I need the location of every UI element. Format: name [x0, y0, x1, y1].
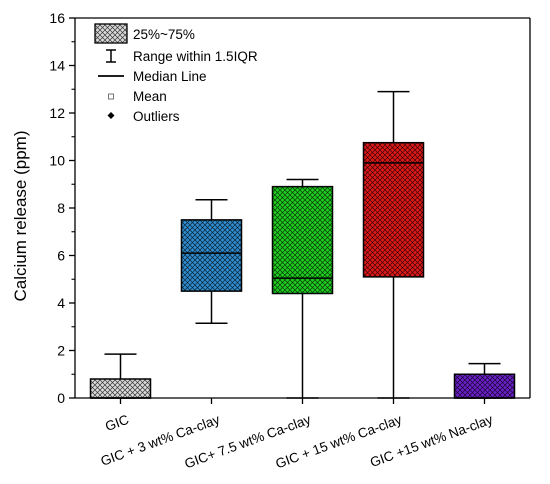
legend-label-outliers: Outliers	[133, 109, 180, 124]
legend-label-whisker: Range within 1.5IQR	[133, 49, 258, 64]
y-tick-label: 6	[57, 248, 65, 264]
box-outline	[180, 219, 243, 292]
box-group-2	[180, 198, 243, 324]
legend-mean-icon	[108, 93, 114, 100]
y-tick-label: 4	[57, 295, 65, 311]
box-outline	[453, 373, 516, 399]
box-group-5	[453, 362, 516, 399]
legend-label-median: Median Line	[133, 69, 207, 84]
legend-label-mean: Mean	[133, 89, 167, 104]
box-outline	[89, 378, 152, 399]
y-tick-label: 10	[49, 153, 65, 169]
box-group-1	[89, 353, 152, 399]
box-group-3	[271, 178, 334, 399]
legend-label-box: 25%~75%	[133, 27, 195, 42]
y-tick-label: 2	[57, 343, 65, 359]
y-tick-label: 14	[49, 58, 65, 74]
x-category-label: GIC	[103, 412, 131, 434]
legend-outlier-icon	[107, 112, 115, 119]
box-outline	[362, 141, 425, 278]
y-tick-label: 16	[49, 10, 65, 26]
y-tick-label: 8	[57, 200, 65, 216]
y-tick-label: 12	[49, 105, 65, 121]
y-tick-label: 0	[57, 390, 65, 406]
y-axis-title: Calcium release (ppm)	[11, 131, 30, 302]
legend-box-outline	[94, 23, 128, 44]
box-outline	[271, 185, 334, 295]
box-group-4	[362, 90, 425, 399]
